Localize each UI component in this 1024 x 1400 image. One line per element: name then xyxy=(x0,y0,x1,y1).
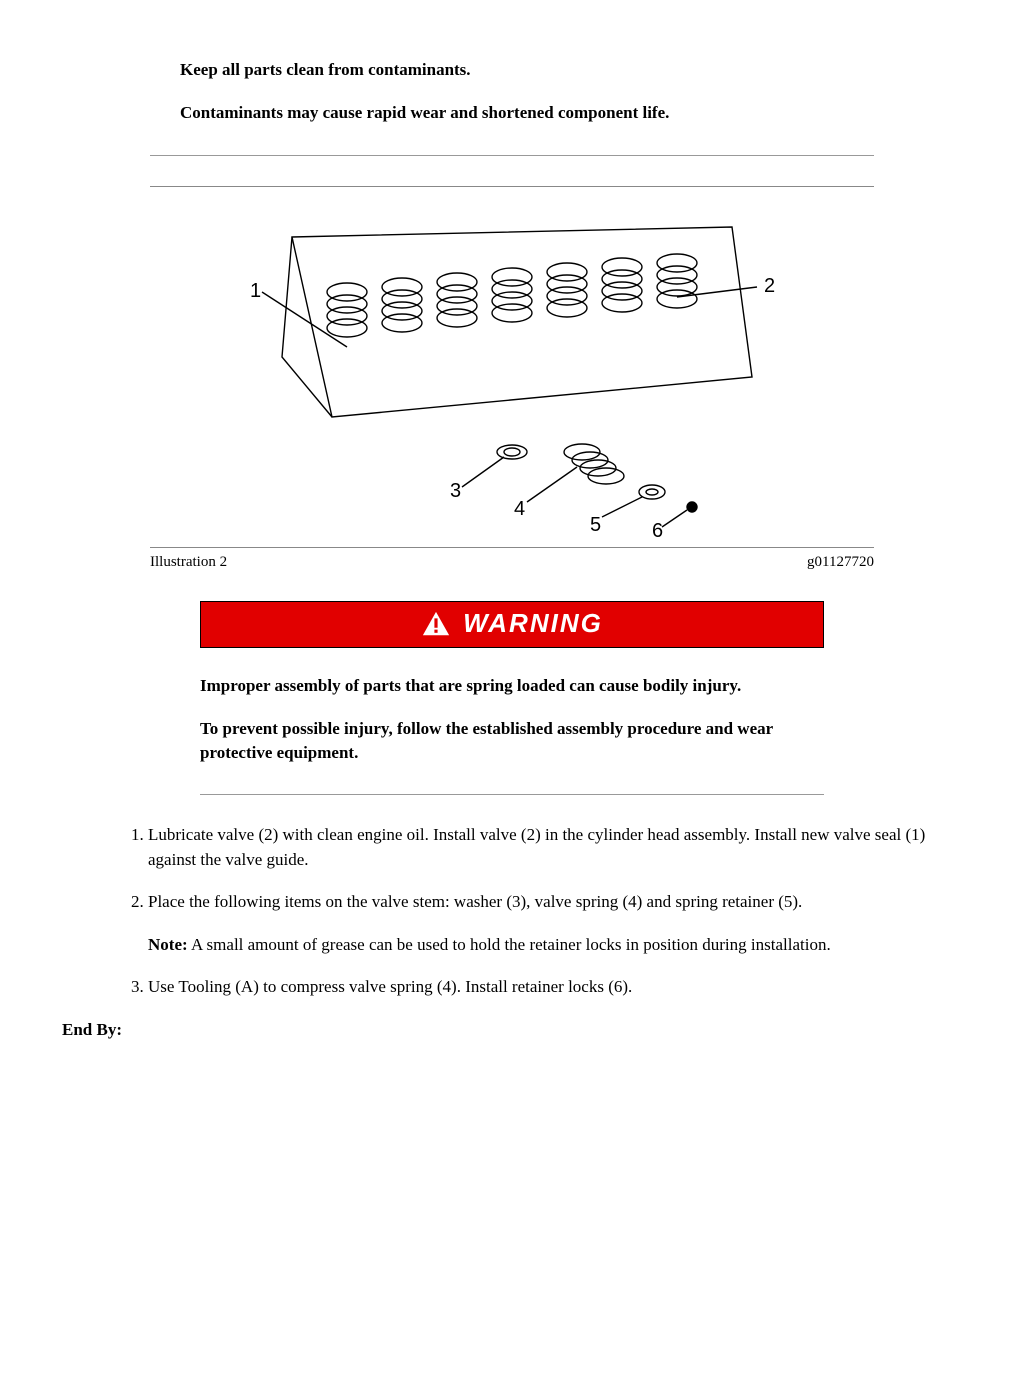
step-3: Use Tooling (A) to compress valve spring… xyxy=(148,975,934,1000)
warning-para-2: To prevent possible injury, follow the e… xyxy=(200,717,824,766)
warning-banner: WARNING xyxy=(200,601,824,648)
step-list: Lubricate valve (2) with clean engine oi… xyxy=(120,823,934,1000)
notice-line2: Contaminants may cause rapid wear and sh… xyxy=(180,100,844,126)
step-2: Place the following items on the valve s… xyxy=(148,890,934,957)
step-1-text: Lubricate valve (2) with clean engine oi… xyxy=(148,825,925,869)
illustration-label-5: 5 xyxy=(590,514,601,536)
warning-triangle-icon xyxy=(421,609,451,639)
illustration-label-2: 2 xyxy=(764,275,775,297)
rule-top xyxy=(150,155,874,156)
step-2-note-body: A small amount of grease can be used to … xyxy=(188,935,831,954)
illustration-wrap: 1 2 3 4 5 6 xyxy=(150,186,874,537)
rule-above-illustration xyxy=(150,186,874,187)
warning-label: WARNING xyxy=(463,608,603,639)
illustration-svg: 1 2 3 4 5 6 xyxy=(232,197,792,537)
warning-para-1: Improper assembly of parts that are spri… xyxy=(200,674,824,699)
illustration-caption-right: g01127720 xyxy=(807,554,874,571)
step-3-text: Use Tooling (A) to compress valve spring… xyxy=(148,977,632,996)
illustration-caption-left: Illustration 2 xyxy=(150,554,227,571)
illustration-caption: Illustration 2 g01127720 xyxy=(150,554,874,571)
end-by-label: End By: xyxy=(62,1020,974,1040)
illustration-label-4: 4 xyxy=(514,498,525,520)
notice-line1: Keep all parts clean from contaminants. xyxy=(180,57,844,83)
rule-after-warning xyxy=(200,794,824,795)
notice-block: Keep all parts clean from contaminants. … xyxy=(180,57,844,125)
warning-text-block: Improper assembly of parts that are spri… xyxy=(200,674,824,766)
step-2-note-lead: Note: xyxy=(148,935,188,954)
step-2-text: Place the following items on the valve s… xyxy=(148,892,802,911)
step-1: Lubricate valve (2) with clean engine oi… xyxy=(148,823,934,872)
illustration-label-3: 3 xyxy=(450,480,461,502)
rule-below-illustration xyxy=(150,547,874,548)
illustration-label-1: 1 xyxy=(250,280,261,302)
illustration-label-6: 6 xyxy=(652,520,663,537)
